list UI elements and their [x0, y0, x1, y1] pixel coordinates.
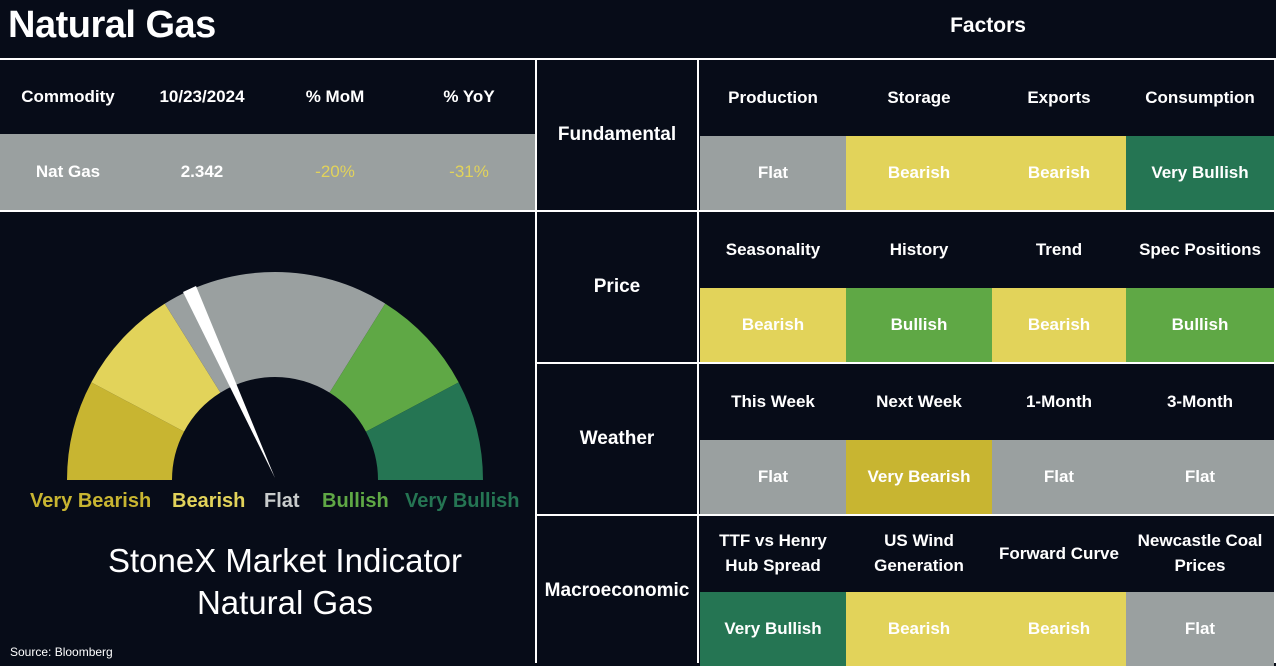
divider: [1274, 58, 1276, 663]
factor-1-month: 1-Month: [1025, 391, 1093, 411]
rating-us-wind-generation: Bearish: [846, 592, 992, 666]
indicator-title-line1: StoneX Market Indicator: [107, 542, 462, 579]
gauge-segment-very-bearish: [67, 382, 185, 480]
rating-ttf-vs-henry-hub-spread: Very Bullish: [700, 592, 846, 666]
category-fundamental: Fundamental: [557, 124, 677, 146]
indicator-title-line2: Natural Gas: [196, 584, 374, 621]
commodity-row: Nat Gas 2.342 -20% -31%: [0, 134, 536, 210]
divider: [535, 58, 537, 663]
rating-this-week: Flat: [700, 440, 846, 514]
rating-seasonality: Bearish: [700, 288, 846, 362]
divider: [536, 514, 1276, 516]
source-note: Source: Bloomberg: [10, 645, 113, 659]
factor-3-month: 3-Month: [1166, 391, 1234, 411]
gauge-segment-bullish: [329, 303, 459, 432]
divider: [0, 210, 1276, 212]
rating-consumption: Very Bullish: [1126, 136, 1274, 210]
divider: [697, 58, 699, 663]
divider: [0, 58, 1276, 60]
factor-exports: Exports: [1027, 87, 1091, 107]
factor-next-week: Next Week: [876, 391, 962, 411]
gauge-segment-very-bullish: [365, 382, 483, 480]
category-weather: Weather: [579, 428, 655, 450]
divider: [536, 362, 1276, 364]
header-date: 10/23/2024: [159, 86, 245, 106]
commodity-yoy: -31%: [449, 161, 489, 181]
factor-this-week: This Week: [731, 391, 815, 411]
category-macroeconomic: Macroeconomic: [544, 580, 690, 602]
category-price: Price: [593, 276, 641, 298]
header-commodity: Commodity: [21, 86, 115, 106]
factor-history: History: [889, 239, 949, 259]
factor-spec-positions: Spec Positions: [1139, 239, 1261, 259]
factor-newcastle-coal-prices: Newcastle Coal Prices: [1137, 531, 1263, 575]
rating-1-month: Flat: [992, 440, 1126, 514]
factor-production: Production: [728, 87, 818, 107]
rating-production: Flat: [700, 136, 846, 210]
rating-next-week: Very Bearish: [846, 440, 992, 514]
gauge-label-bullish: Bullish: [322, 490, 389, 512]
rating-forward-curve: Bearish: [992, 592, 1126, 666]
rating-history: Bullish: [846, 288, 992, 362]
rating-3-month: Flat: [1126, 440, 1274, 514]
header-yoy: % YoY: [443, 86, 495, 106]
rating-exports: Bearish: [992, 136, 1126, 210]
factor-consumption: Consumption: [1145, 87, 1255, 107]
factor-seasonality: Seasonality: [725, 239, 821, 259]
commodity-price: 2.342: [180, 161, 224, 181]
rating-spec-positions: Bullish: [1126, 288, 1274, 362]
page-title: Natural Gas: [8, 4, 216, 46]
gauge-chart: [67, 272, 483, 480]
gauge-label-very-bearish: Very Bearish: [30, 490, 152, 512]
commodity-table: Commodity 10/23/2024 % MoM % YoY Nat Gas…: [0, 60, 536, 210]
gauge-needle: [183, 286, 275, 478]
factor-storage: Storage: [887, 87, 951, 107]
commodity-mom: -20%: [315, 161, 355, 181]
factor-trend: Trend: [1035, 239, 1083, 259]
gauge-segment-bearish: [91, 303, 221, 432]
factor-ttf-vs-henry-hub-spread: TTF vs Henry Hub Spread: [719, 531, 827, 575]
gauge-label-bearish: Bearish: [172, 490, 246, 512]
factors-title: Factors: [950, 14, 1026, 37]
factor-forward-curve: Forward Curve: [999, 543, 1119, 563]
gauge-label-very-bullish: Very Bullish: [405, 490, 520, 512]
rating-trend: Bearish: [992, 288, 1126, 362]
gauge-label-flat: Flat: [264, 490, 300, 512]
rating-newcastle-coal-prices: Flat: [1126, 592, 1274, 666]
rating-storage: Bearish: [846, 136, 992, 210]
commodity-name: Nat Gas: [35, 161, 101, 181]
header-mom: % MoM: [305, 86, 365, 106]
factor-us-wind-generation: US Wind Generation: [874, 531, 964, 575]
indicator-title: StoneX Market Indicator Natural Gas: [0, 540, 570, 624]
